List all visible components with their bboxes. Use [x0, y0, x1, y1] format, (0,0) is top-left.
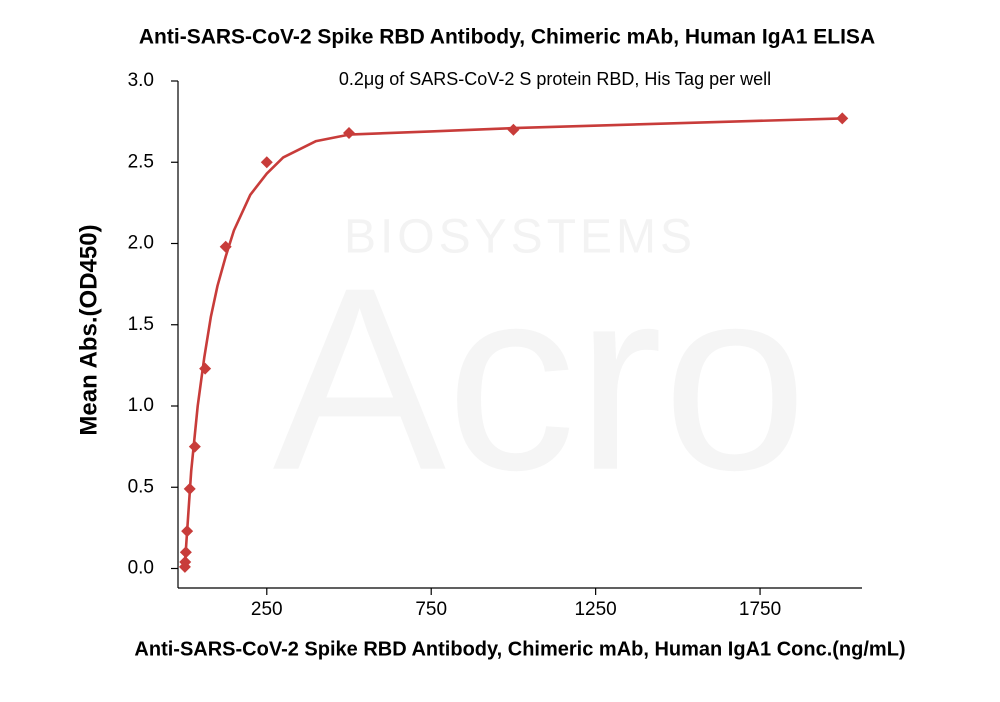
y-tick-label: 2.0 — [128, 233, 154, 254]
watermark: Acro — [273, 235, 808, 525]
x-tick-label: 1250 — [574, 599, 616, 620]
point — [219, 240, 232, 253]
point — [181, 525, 194, 538]
point — [260, 156, 273, 169]
y-tick-label: 3.0 — [128, 70, 154, 91]
subtitle: 0.2μg of SARS-CoV-2 S protein RBD, His T… — [339, 69, 771, 89]
y-axis-label: Mean Abs.(OD450) — [75, 224, 102, 435]
y-tick-label: 2.5 — [128, 151, 154, 172]
y-tick-label: 0.5 — [128, 476, 154, 497]
y-tick-label: 1.0 — [128, 395, 154, 416]
chart-title: Anti-SARS-CoV-2 Spike RBD Antibody, Chim… — [139, 26, 875, 49]
point — [183, 482, 196, 495]
x-tick-label: 1750 — [739, 599, 781, 620]
point — [188, 440, 201, 453]
point — [507, 123, 520, 136]
x-tick-label: 750 — [415, 599, 447, 620]
point — [199, 362, 212, 375]
x-axis-label: Anti-SARS-CoV-2 Spike RBD Antibody, Chim… — [134, 638, 905, 660]
x-tick-label: 250 — [251, 599, 283, 620]
point — [179, 556, 192, 568]
point — [836, 112, 849, 125]
watermark: BIOSYSTEMS — [344, 211, 696, 264]
y-tick-label: 1.5 — [128, 314, 154, 335]
point — [179, 546, 192, 559]
fit-line — [183, 117, 843, 569]
point — [343, 127, 355, 139]
y-tick-label: 0.0 — [128, 558, 154, 579]
